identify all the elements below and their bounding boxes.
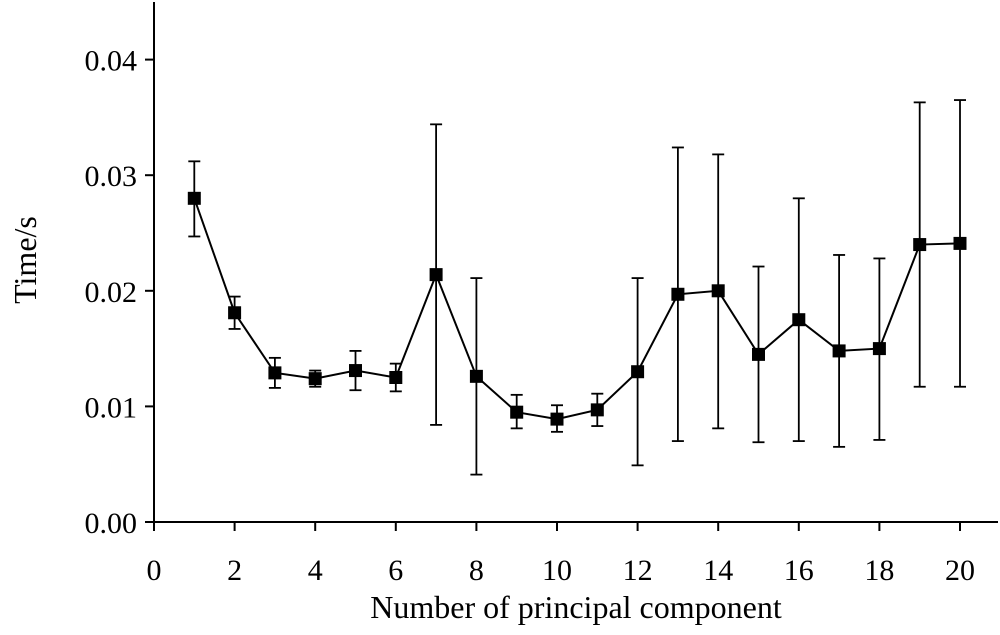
x-tick-label: 2 xyxy=(227,554,242,587)
data-point-marker xyxy=(913,238,927,252)
data-point-marker xyxy=(187,191,201,205)
y-tick-label: 0.03 xyxy=(85,160,138,193)
x-tick-label: 6 xyxy=(388,554,403,587)
data-point-marker xyxy=(590,403,604,417)
data-point-marker xyxy=(752,347,765,361)
data-point-marker xyxy=(349,364,362,378)
data-point-marker xyxy=(792,313,806,327)
x-tick-label: 10 xyxy=(542,554,572,587)
y-tick-label: 0.01 xyxy=(85,391,138,424)
data-point-marker xyxy=(953,236,967,250)
x-tick-label: 0 xyxy=(147,554,162,587)
error-bars xyxy=(188,99,966,476)
x-axis-title: Number of principal component xyxy=(370,589,782,625)
data-point-marker xyxy=(671,287,685,301)
data-point-marker xyxy=(429,268,443,282)
data-point-marker xyxy=(389,371,403,384)
data-point-marker xyxy=(550,412,564,426)
x-tick-label: 16 xyxy=(784,554,814,587)
data-point-marker xyxy=(631,365,645,379)
y-axis-ticks: 0.00 0.01 0.02 0.03 0.04 xyxy=(85,45,154,540)
x-tick-label: 20 xyxy=(945,554,975,587)
data-point-marker xyxy=(268,366,282,380)
data-point-marker xyxy=(832,344,846,358)
data-point-marker xyxy=(711,284,725,298)
data-point-marker xyxy=(308,372,322,386)
data-markers xyxy=(187,191,967,426)
data-point-marker xyxy=(228,306,242,320)
x-tick-label: 12 xyxy=(623,554,653,587)
data-point-marker xyxy=(510,405,524,419)
y-tick-label: 0.02 xyxy=(85,276,138,309)
x-tick-label: 4 xyxy=(308,554,323,587)
data-point-marker xyxy=(872,342,886,356)
x-tick-label: 14 xyxy=(703,554,733,587)
y-axis-title: Time/s xyxy=(7,216,43,304)
y-tick-label: 0.04 xyxy=(85,45,138,78)
x-tick-label: 8 xyxy=(469,554,484,587)
x-axis-ticks: 0 2 4 6 8 10 12 14 16 18 20 xyxy=(147,522,975,587)
data-point-marker xyxy=(469,369,483,383)
y-tick-label: 0.00 xyxy=(85,507,138,540)
x-tick-label: 18 xyxy=(864,554,894,587)
plot-area: 0 2 4 6 8 10 12 14 16 18 20 0.00 0.01 0.02 0.03 0.04 xyxy=(85,2,998,587)
series-line xyxy=(193,197,961,421)
